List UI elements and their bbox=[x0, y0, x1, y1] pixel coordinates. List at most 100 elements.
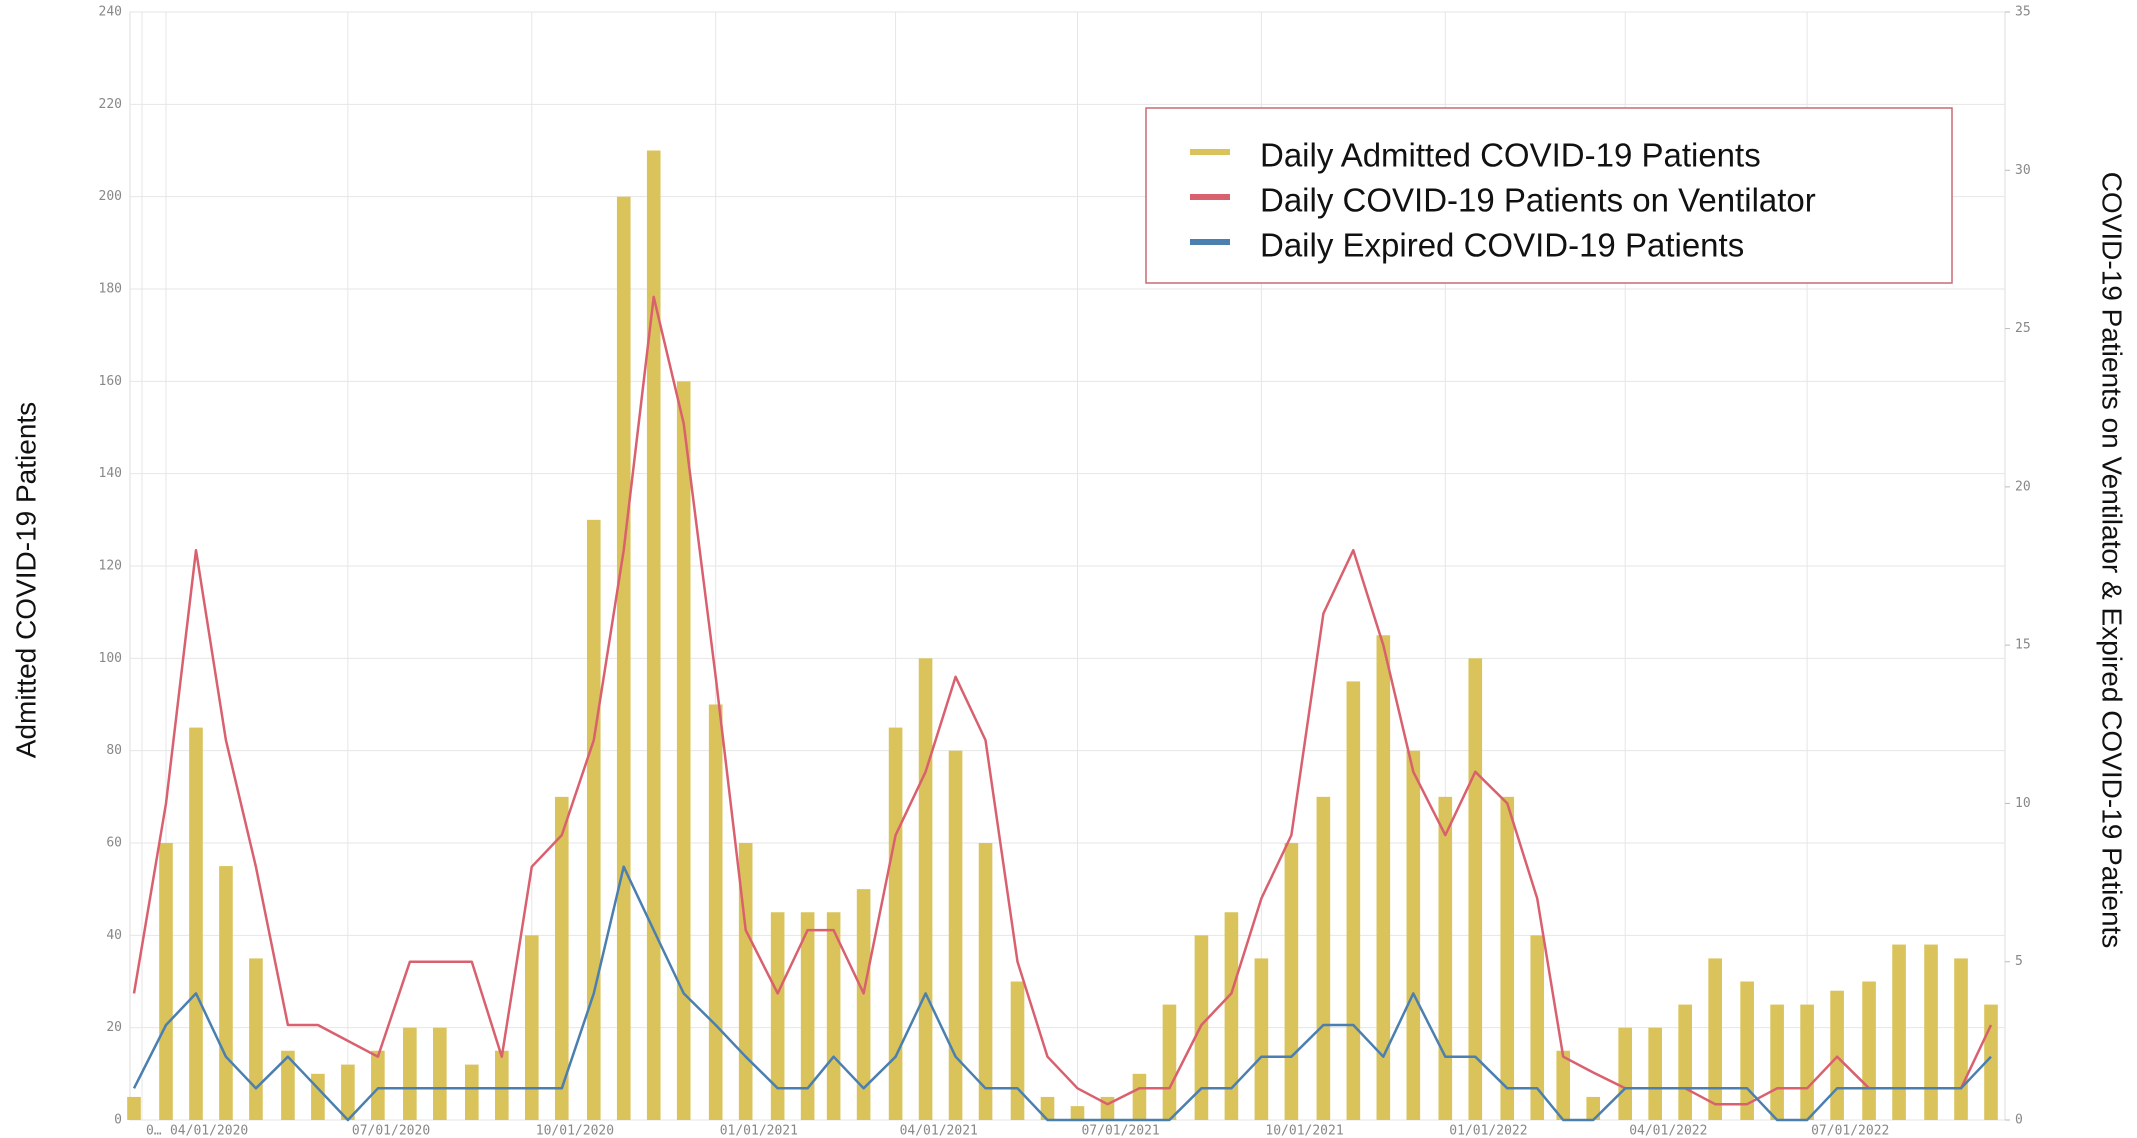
bar bbox=[1618, 1027, 1633, 1120]
y-tick-label: 200 bbox=[99, 189, 122, 204]
bar bbox=[676, 381, 691, 1120]
bar bbox=[646, 150, 661, 1120]
bar bbox=[1500, 796, 1515, 1120]
bar bbox=[1770, 1004, 1784, 1120]
x-tick-label: 07/01/2020 bbox=[352, 1124, 430, 1138]
bar bbox=[1678, 1004, 1692, 1120]
y-tick-label: 240 bbox=[99, 5, 122, 20]
bar bbox=[1316, 796, 1331, 1120]
y-tick-label: 100 bbox=[99, 651, 122, 666]
y-axis-title: Admitted COVID-19 Patients bbox=[10, 402, 41, 758]
y-tick-label: 80 bbox=[106, 743, 122, 758]
bar bbox=[770, 912, 785, 1120]
bar bbox=[371, 1050, 385, 1120]
bar bbox=[1830, 990, 1844, 1120]
legend: Daily Admitted COVID-19 Patients Daily CO… bbox=[1145, 107, 1953, 284]
bar bbox=[403, 1027, 417, 1120]
bar bbox=[1224, 912, 1239, 1120]
data bbox=[127, 150, 1998, 1122]
y2-tick-label: 15 bbox=[2015, 638, 2031, 653]
bar bbox=[311, 1073, 325, 1120]
x-tick-label: 07/01/2021 bbox=[1081, 1124, 1159, 1138]
bar bbox=[249, 958, 263, 1120]
y2-tick-label: 30 bbox=[2015, 163, 2031, 178]
bar bbox=[127, 1096, 141, 1120]
bar bbox=[738, 843, 753, 1120]
bar bbox=[1800, 1004, 1814, 1120]
bar bbox=[1284, 843, 1299, 1120]
y2-tick-label: 0 bbox=[2015, 1113, 2023, 1128]
bar bbox=[1010, 981, 1025, 1120]
bar bbox=[978, 843, 993, 1120]
x-tick-label: 04/01/2022 bbox=[1629, 1124, 1707, 1138]
bar bbox=[341, 1064, 355, 1120]
bar bbox=[708, 704, 723, 1120]
y2-axis-title: COVID-19 Patients on Ventilator & Expire… bbox=[2097, 172, 2128, 949]
y-tick-label: 60 bbox=[106, 836, 122, 851]
bar bbox=[1468, 658, 1483, 1120]
bar bbox=[856, 889, 871, 1120]
bar bbox=[1346, 681, 1361, 1120]
bar bbox=[1648, 1027, 1662, 1120]
x-tick-label: 01/01/2022 bbox=[1449, 1124, 1527, 1138]
bar bbox=[1438, 796, 1453, 1120]
y2-tick-label: 35 bbox=[2015, 5, 2031, 20]
legend-label: Daily Expired COVID-19 Patients bbox=[1260, 227, 1744, 264]
bar bbox=[219, 866, 233, 1120]
y-tick-label: 40 bbox=[106, 928, 122, 943]
bar bbox=[948, 750, 963, 1120]
ticks: 0 20 40 60 80 100 120 140 160 180 200 220 240 0 5 10 15 2… bbox=[99, 5, 2031, 1138]
bar bbox=[1132, 1073, 1147, 1120]
bar bbox=[1862, 981, 1876, 1120]
bar bbox=[281, 1050, 295, 1120]
y-tick-label: 140 bbox=[99, 466, 122, 481]
y-tick-label: 180 bbox=[99, 282, 122, 297]
bar bbox=[1924, 944, 1938, 1120]
bar bbox=[465, 1064, 479, 1120]
bar bbox=[1406, 750, 1421, 1120]
y-tick-label: 0 bbox=[114, 1113, 122, 1128]
y-tick-label: 160 bbox=[99, 374, 122, 389]
bar bbox=[494, 1050, 509, 1120]
y2-tick-label: 25 bbox=[2015, 321, 2031, 336]
bar bbox=[1070, 1106, 1085, 1120]
x-tick-label: 10/01/2020 bbox=[536, 1124, 614, 1138]
bar bbox=[826, 912, 841, 1120]
y-tick-label: 20 bbox=[106, 1020, 122, 1035]
y-tick-label: 220 bbox=[99, 97, 122, 112]
bar bbox=[1376, 635, 1391, 1120]
x-tick-label: 01/01/2021 bbox=[720, 1124, 798, 1138]
bar bbox=[918, 658, 933, 1120]
bar bbox=[1740, 981, 1754, 1120]
bar bbox=[586, 519, 601, 1120]
bar bbox=[1954, 958, 1968, 1120]
bar bbox=[800, 912, 815, 1120]
bar bbox=[1162, 1004, 1177, 1120]
bar bbox=[1530, 935, 1545, 1120]
bar bbox=[1708, 958, 1722, 1120]
x-tick-label: 07/01/2022 bbox=[1811, 1124, 1889, 1138]
bar bbox=[1040, 1096, 1055, 1120]
line bbox=[132, 865, 1992, 1122]
legend-label: Daily COVID-19 Patients on Ventilator bbox=[1260, 182, 1816, 219]
bar bbox=[616, 196, 631, 1120]
x-tick-label: 0… bbox=[146, 1124, 162, 1138]
x-tick-label: 04/01/2021 bbox=[900, 1124, 978, 1138]
legend-label: Daily Admitted COVID-19 Patients bbox=[1260, 137, 1761, 174]
bar bbox=[1586, 1096, 1601, 1120]
y-tick-label: 120 bbox=[99, 559, 122, 574]
bar bbox=[159, 843, 173, 1120]
bar bbox=[433, 1027, 447, 1120]
bar bbox=[189, 727, 203, 1120]
y2-tick-label: 20 bbox=[2015, 479, 2031, 494]
bar bbox=[1254, 958, 1269, 1120]
bar bbox=[1556, 1050, 1571, 1120]
x-tick-label: 04/01/2020 bbox=[170, 1124, 248, 1138]
bar bbox=[554, 796, 569, 1120]
legend-box bbox=[1145, 107, 1953, 284]
bar bbox=[1892, 944, 1906, 1120]
y2-tick-label: 10 bbox=[2015, 796, 2031, 811]
y2-tick-label: 5 bbox=[2015, 954, 2023, 969]
bar bbox=[524, 935, 539, 1120]
